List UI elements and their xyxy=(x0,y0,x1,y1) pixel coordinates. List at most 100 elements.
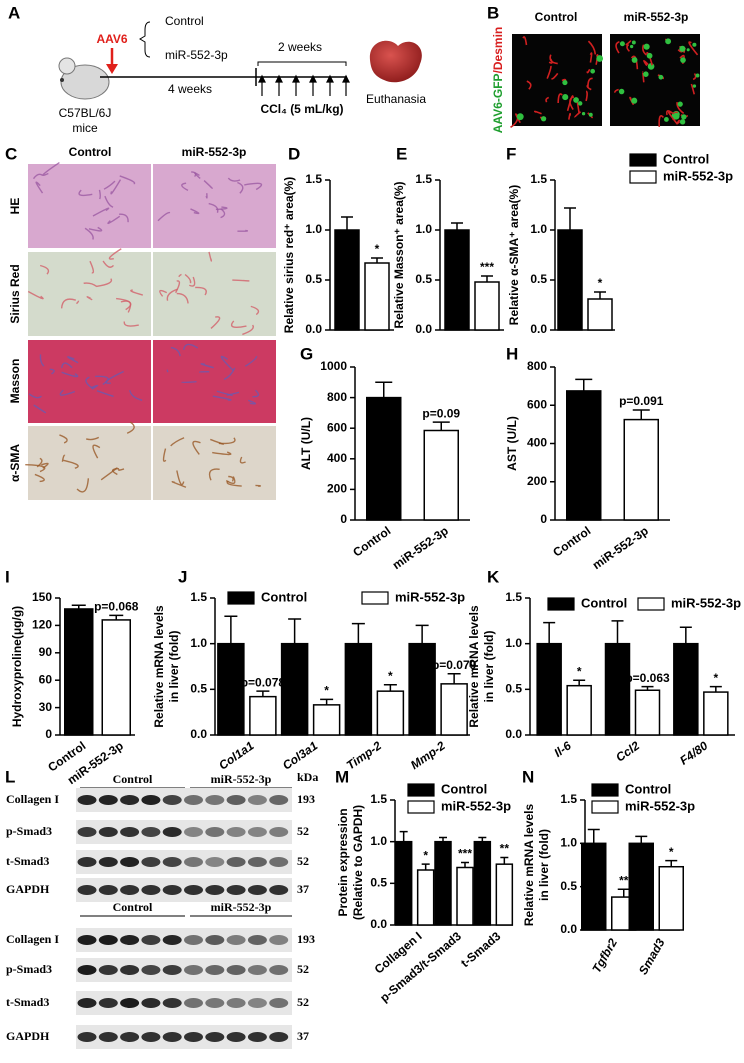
blot-band xyxy=(120,795,140,805)
significance-label: p=0.091 xyxy=(619,394,664,408)
significance-label: * xyxy=(324,684,329,698)
desmin-signal xyxy=(566,95,574,112)
chart-panel: D Relative sirius red⁺ area(%) 0.0 0.5 1.0 1.… xyxy=(282,144,394,336)
x-tick-label: Smad3 xyxy=(636,936,668,977)
y-tick-label: 0.5 xyxy=(415,272,432,286)
histology-texture xyxy=(237,229,248,232)
histology-texture xyxy=(220,208,226,219)
blot-band xyxy=(120,935,140,945)
histology-texture xyxy=(42,161,60,177)
y-tick-label: 0 xyxy=(340,512,347,526)
histology-texture xyxy=(95,375,109,386)
significance-label: *** xyxy=(458,847,472,861)
column-label: Control xyxy=(535,10,578,24)
histology-texture xyxy=(76,478,90,493)
blot-band xyxy=(184,1032,203,1042)
y-axis-label: Relative mRNA levels xyxy=(522,804,536,927)
histology-texture xyxy=(88,226,103,232)
histology-texture xyxy=(83,282,97,287)
x-tick-label: miR-552-3p xyxy=(590,524,651,573)
legend-label: miR-552-3p xyxy=(671,595,741,610)
error-bar xyxy=(665,859,678,867)
gfp-signal xyxy=(695,73,700,78)
histology-texture xyxy=(27,290,44,300)
bar xyxy=(444,229,470,331)
histology-texture xyxy=(41,462,49,469)
blot-row-label: Collagen I xyxy=(6,792,59,806)
x-tick-label: Mmp-2 xyxy=(408,738,448,772)
gfp-signal xyxy=(681,114,687,120)
significance-label: * xyxy=(669,845,674,859)
histology-image xyxy=(28,252,151,336)
gfp-signal xyxy=(643,43,650,50)
histology-texture xyxy=(250,305,260,316)
histology-texture xyxy=(84,227,94,240)
gfp-signal xyxy=(588,112,593,117)
x-tick-label: Col1a1 xyxy=(216,738,257,772)
histology-texture xyxy=(34,473,45,483)
significance-label: * xyxy=(388,669,393,683)
group-label: miR-552-3p xyxy=(211,900,272,914)
significance-label: p=0.09 xyxy=(422,406,460,420)
histology-texture xyxy=(162,448,167,462)
y-axis-label: Relative mRNA levels xyxy=(152,605,166,728)
blot-band xyxy=(226,1032,246,1042)
y-tick-label: 0.5 xyxy=(530,272,547,286)
gfp-signal xyxy=(692,84,697,88)
blot-band xyxy=(162,935,182,945)
histology-texture xyxy=(110,179,122,195)
blot-band xyxy=(226,965,246,975)
group-label: Control xyxy=(165,14,204,28)
significance-label: * xyxy=(577,664,582,678)
error-bar xyxy=(399,830,408,842)
y-tick-label: 0.0 xyxy=(415,322,432,336)
legend-label: miR-552-3p xyxy=(625,798,695,813)
x-tick-label: miR-552-3p xyxy=(390,524,451,573)
y-axis-label: Hydroxyproline(μg/g) xyxy=(10,606,24,727)
blot-band xyxy=(247,965,267,975)
histology-texture xyxy=(205,193,208,199)
y-tick-label: 0.0 xyxy=(305,322,322,336)
histology-texture xyxy=(92,444,101,459)
blot-band xyxy=(269,1032,289,1042)
desmin-signal xyxy=(643,59,649,67)
histology-texture xyxy=(239,456,246,464)
histology-texture xyxy=(85,436,100,441)
blot-row-label: GAPDH xyxy=(6,1029,50,1043)
error-bar xyxy=(611,620,624,644)
histology-texture xyxy=(226,480,242,487)
blot-band xyxy=(226,857,246,867)
blot-band xyxy=(98,795,118,805)
histology-texture xyxy=(59,389,76,396)
error-bar xyxy=(587,828,600,844)
error-bar xyxy=(415,624,429,644)
significance-label: * xyxy=(423,848,428,862)
chart-panel: E Relative Masson⁺ area(%) 0.0 0.5 1.0 1.5 *** xyxy=(392,144,504,336)
gfp-signal xyxy=(672,112,680,120)
bar xyxy=(394,840,413,926)
kda-label: 37 xyxy=(297,1029,309,1043)
stain-red: /Desmin xyxy=(491,27,505,74)
histology-texture xyxy=(200,363,214,369)
y-axis-label: Relative Masson⁺ area(%) xyxy=(392,181,406,328)
bar xyxy=(249,695,277,736)
strain-note: mice xyxy=(72,121,98,135)
panel-letter: M xyxy=(335,767,349,786)
histology-texture xyxy=(220,355,234,372)
histology-texture xyxy=(123,321,139,327)
x-tick-label: Col3a1 xyxy=(280,738,321,772)
bar xyxy=(344,642,373,736)
histology-texture xyxy=(170,437,185,447)
histology-texture xyxy=(63,459,79,469)
panel-letter: G xyxy=(300,344,313,363)
y-axis-label: Relative mRNA levels xyxy=(467,605,481,728)
y-tick-label: 150 xyxy=(32,590,52,604)
desmin-signal xyxy=(587,40,597,55)
histology-texture xyxy=(28,393,42,399)
histology-texture xyxy=(237,181,244,194)
x-tick-label: F4/80 xyxy=(677,738,710,767)
error-bar xyxy=(679,626,692,644)
desmin-signal xyxy=(515,113,521,124)
desmin-signal xyxy=(690,83,696,95)
chart-panel: N Relative mRNA levels in liver (fold) 0.0 0… xyxy=(522,767,695,977)
